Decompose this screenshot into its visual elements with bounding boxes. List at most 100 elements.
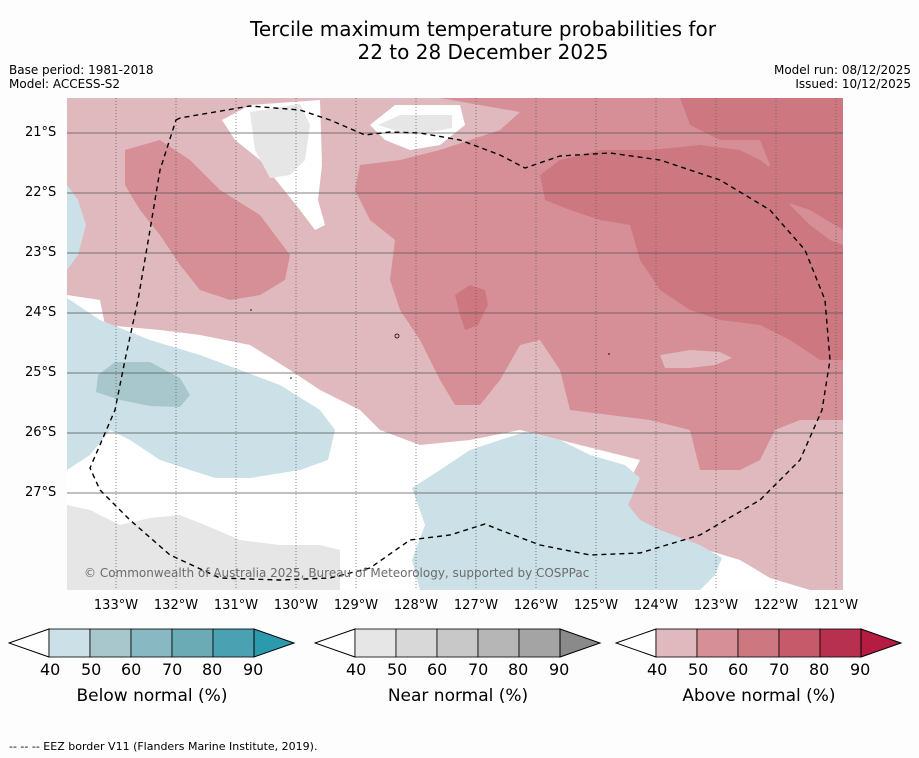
colorbar-segment: [48, 628, 91, 658]
colorbar-segment: [737, 628, 780, 658]
lon-label: 128°W: [393, 598, 439, 613]
lat-label: 24°S: [25, 305, 57, 320]
colorbar-segment: [395, 628, 438, 658]
near-normal-north-small-grey: [378, 115, 452, 132]
lon-label: 122°W: [753, 598, 799, 613]
island-marker: [250, 309, 252, 311]
near-normal-north-grey: [250, 104, 310, 178]
longitude-gridlines: [115, 98, 837, 590]
lon-label: 130°W: [273, 598, 319, 613]
lon-label: 123°W: [693, 598, 739, 613]
colorbar-low-arrow: [314, 628, 356, 658]
colorbar-segment: [212, 628, 255, 658]
above-ticks: 40 50 60 70 80 90: [607, 660, 917, 680]
above-normal-60-east: [680, 98, 843, 230]
tick: 60: [728, 660, 749, 679]
title-line-2: 22 to 28 December 2025: [357, 40, 609, 64]
colorbar-segment: [130, 628, 173, 658]
meta-left: Base period: 1981-2018 Model: ACCESS-S2: [9, 63, 154, 91]
lat-label: 25°S: [25, 365, 57, 380]
map-title: Tercile maximum temperature probabilitie…: [0, 18, 919, 64]
lon-label: 124°W: [633, 598, 679, 613]
lat-label: 27°S: [25, 485, 57, 500]
tick: 90: [549, 660, 570, 679]
lon-label: 125°W: [573, 598, 619, 613]
tick: 90: [850, 660, 871, 679]
copyright-notice: © Commonwealth of Australia 2025, Bureau…: [84, 566, 590, 580]
tick: 50: [81, 660, 102, 679]
island-marker: [608, 353, 610, 355]
tick: 40: [40, 660, 61, 679]
above-normal-light-patch: [660, 350, 732, 368]
tick: 70: [162, 660, 183, 679]
island-marker: [290, 377, 292, 379]
eez-footnote: -- -- -- EEZ border V11 (Flanders Marine…: [9, 740, 318, 753]
colorbar-segment: [354, 628, 397, 658]
tick: 50: [387, 660, 408, 679]
colorbar-segment: [655, 628, 698, 658]
lat-label: 21°S: [25, 125, 57, 140]
near-normal-southwest-grey: [67, 505, 340, 590]
tick: 90: [243, 660, 264, 679]
colorbar-low-arrow: [615, 628, 657, 658]
colorbar-segment: [696, 628, 739, 658]
island-marker: [394, 333, 400, 339]
lon-label: 133°W: [93, 598, 139, 613]
lon-label: 131°W: [213, 598, 259, 613]
colorbar-high-arrow: [860, 628, 903, 658]
base-period: Base period: 1981-2018: [9, 63, 154, 77]
lon-label: 132°W: [153, 598, 199, 613]
tick: 40: [647, 660, 668, 679]
lon-label: 126°W: [513, 598, 559, 613]
model-name: Model: ACCESS-S2: [9, 77, 121, 91]
meta-right: Model run: 08/12/2025 Issued: 10/12/2025: [774, 63, 911, 91]
above-normal-60-spot: [455, 285, 488, 330]
colorbar-below-normal: [8, 628, 296, 658]
colorbar-segment: [89, 628, 132, 658]
lat-label: 22°S: [25, 185, 57, 200]
tick: 70: [468, 660, 489, 679]
above-normal-60-region: [540, 145, 843, 360]
above-normal-50-west: [125, 140, 290, 300]
lon-label: 129°W: [333, 598, 379, 613]
colorbar-segment: [171, 628, 214, 658]
colorbar-segment: [819, 628, 862, 658]
tick: 70: [769, 660, 790, 679]
colorbar-segment: [436, 628, 479, 658]
tick: 40: [346, 660, 367, 679]
colorbar-below-segments: [48, 628, 255, 658]
lon-label: 127°W: [453, 598, 499, 613]
colorbar-above-normal: [615, 628, 903, 658]
colorbar-near-normal: [314, 628, 602, 658]
tick: 60: [427, 660, 448, 679]
below-normal-title: Below normal (%): [76, 686, 228, 706]
title-line-1: Tercile maximum temperature probabilitie…: [250, 17, 716, 41]
near-ticks: 40 50 60 70 80 90: [306, 660, 616, 680]
near-normal-title: Near normal (%): [387, 686, 529, 706]
colorbar-low-arrow: [8, 628, 50, 658]
eez-border: [89, 105, 831, 581]
lon-label: 121°W: [813, 598, 859, 613]
lat-label: 26°S: [25, 425, 57, 440]
colorbar-high-arrow: [559, 628, 602, 658]
below-ticks: 40 50 60 70 80 90: [0, 660, 310, 680]
colorbar-segment: [778, 628, 821, 658]
tick: 80: [508, 660, 529, 679]
tick: 60: [121, 660, 142, 679]
colorbar-high-arrow: [253, 628, 296, 658]
lat-label: 23°S: [25, 245, 57, 260]
colorbar-above-segments: [655, 628, 862, 658]
above-normal-title: Above normal (%): [682, 686, 836, 706]
colorbar-near-segments: [354, 628, 561, 658]
tick: 50: [688, 660, 709, 679]
model-run: Model run: 08/12/2025: [773, 63, 911, 77]
tick: 80: [809, 660, 830, 679]
colorbar-segment: [518, 628, 561, 658]
colorbar-segment: [477, 628, 520, 658]
below-normal-south-region: [412, 432, 722, 590]
probability-map: [67, 98, 843, 590]
issued-date: Issued: 10/12/2025: [795, 77, 911, 91]
latitude-gridlines: [67, 132, 843, 494]
below-normal-west-strip: [67, 185, 86, 270]
tick: 80: [202, 660, 223, 679]
